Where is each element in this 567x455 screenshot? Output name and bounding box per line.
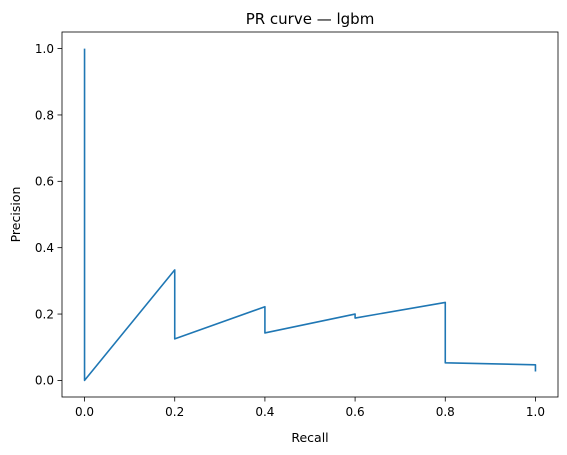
- y-tick-label: 1.0: [35, 42, 54, 56]
- chart-title: PR curve — lgbm: [246, 10, 375, 28]
- y-tick-label: 0.2: [35, 307, 54, 321]
- y-tick-label: 0.8: [35, 108, 54, 122]
- x-tick-label: 0.2: [165, 405, 184, 419]
- x-axis-label: Recall: [291, 430, 328, 445]
- plot-area: [62, 32, 558, 397]
- x-tick-label: 0.4: [255, 405, 274, 419]
- x-tick-label: 0.8: [436, 405, 455, 419]
- y-tick-label: 0.0: [35, 374, 54, 388]
- x-tick-label: 1.0: [526, 405, 545, 419]
- x-tick-label: 0.0: [75, 405, 94, 419]
- x-tick-label: 0.6: [346, 405, 365, 419]
- x-axis: 0.0 0.2 0.4 0.6 0.8 1.0: [75, 397, 545, 419]
- y-axis: 0.0 0.2 0.4 0.6 0.8 1.0: [35, 42, 62, 388]
- y-tick-label: 0.4: [35, 241, 54, 255]
- y-axis-label: Precision: [8, 187, 23, 243]
- y-tick-label: 0.6: [35, 175, 54, 189]
